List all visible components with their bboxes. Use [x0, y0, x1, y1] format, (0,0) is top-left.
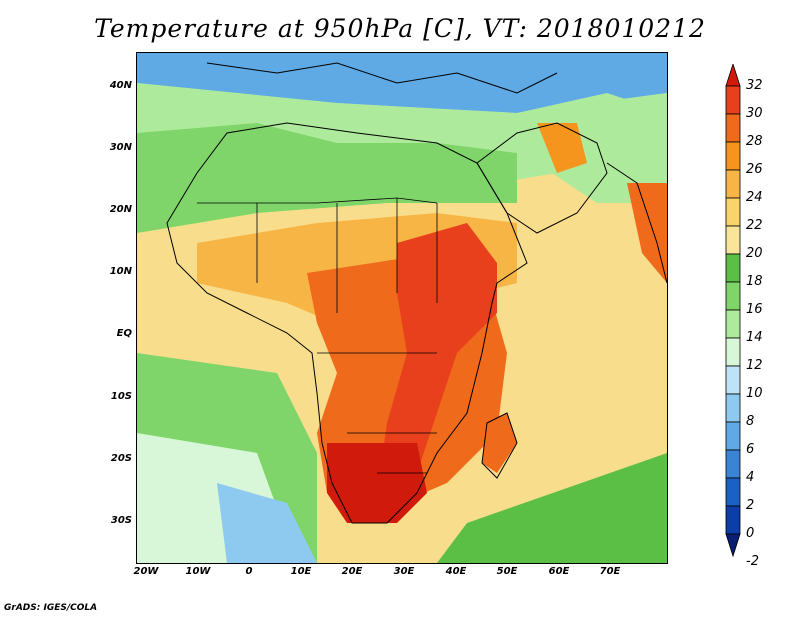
lat-label-10s: 10S — [110, 391, 132, 402]
lon-label-70e: 70E — [599, 566, 621, 577]
madagascar-coastline — [481, 412, 518, 479]
colorbar-segment — [725, 225, 741, 255]
colorbar-bottom-triangle — [725, 533, 741, 558]
colorbar-segment — [725, 365, 741, 395]
colorbar-label: 26 — [746, 162, 763, 177]
africa-coastline — [166, 122, 528, 524]
lat-label-10n: 10N — [109, 266, 132, 277]
lon-label-0: 0 — [245, 566, 253, 577]
europe-coastline — [206, 62, 558, 94]
colorbar-segment — [725, 505, 741, 535]
lat-label-30s: 30S — [110, 515, 132, 526]
lon-label-10w: 10W — [185, 566, 211, 577]
colorbar-segment — [725, 197, 741, 227]
lat-label-30n: 30N — [109, 142, 132, 153]
lon-label-30e: 30E — [393, 566, 415, 577]
colorbar-segment — [725, 253, 741, 283]
colorbar-segment — [725, 169, 741, 199]
temperature-field — [137, 53, 667, 563]
colorbar-label: 2 — [746, 498, 755, 513]
southern-africa-hottest-zone — [327, 443, 427, 523]
colorbar-segment — [725, 309, 741, 339]
arabia-coastline — [476, 122, 608, 234]
lon-label-40e: 40E — [445, 566, 467, 577]
colorbar-segment — [725, 393, 741, 423]
colorbar-segment — [725, 141, 741, 171]
india-warm-zone — [627, 183, 667, 283]
colorbar-label: 30 — [746, 106, 763, 121]
mediterranean-cold-band — [137, 53, 667, 113]
colorbar-label: 32 — [746, 78, 763, 93]
colorbar-label: 22 — [746, 218, 763, 233]
colorbar-segment — [725, 421, 741, 451]
colorbar-label: 10 — [746, 386, 763, 401]
map-title: Temperature at 950hPa [C], VT: 201801021… — [94, 14, 706, 43]
lon-label-50e: 50E — [496, 566, 518, 577]
colorbar-label: 4 — [746, 470, 755, 485]
colorbar — [725, 64, 741, 558]
arabia-middle-east-zone — [517, 93, 667, 203]
country-borders — [197, 197, 438, 474]
east-africa-hot-zone — [377, 223, 497, 493]
lat-label-20n: 20N — [109, 204, 132, 215]
south-atlantic-cold-band — [217, 483, 317, 563]
colorbar-segment — [725, 281, 741, 311]
colorbar-label: 16 — [746, 302, 763, 317]
colorbar-label: -2 — [746, 554, 759, 569]
colorbar-label: 18 — [746, 274, 763, 289]
colorbar-label: 12 — [746, 358, 763, 373]
lat-label-eq: EQ — [116, 328, 132, 339]
colorbar-segment — [725, 85, 741, 115]
lat-label-20s: 20S — [110, 453, 132, 464]
persian-gulf-warm-zone — [537, 123, 587, 173]
colorbar-segment — [725, 449, 741, 479]
lat-label-40n: 40N — [109, 80, 132, 91]
colorbar-segment — [725, 337, 741, 367]
colorbar-label: 20 — [746, 246, 763, 261]
madagascar-hot-zone — [482, 413, 517, 473]
lon-label-10e: 10E — [290, 566, 312, 577]
colorbar-label: 24 — [746, 190, 763, 205]
colorbar-top-triangle — [725, 64, 741, 87]
colorbar-label: 6 — [746, 442, 755, 457]
grads-credit: GrADS: IGES/COLA — [4, 603, 98, 613]
colorbar-label: 14 — [746, 330, 763, 345]
colorbar-segments — [725, 64, 741, 558]
lon-label-20e: 20E — [341, 566, 363, 577]
temperature-map — [136, 52, 668, 564]
lon-label-20w: 20W — [133, 566, 159, 577]
colorbar-label: 28 — [746, 134, 763, 149]
lon-label-60e: 60E — [548, 566, 570, 577]
north-africa-band — [137, 123, 517, 233]
colorbar-segment — [725, 113, 741, 143]
india-coastline — [606, 162, 667, 284]
colorbar-label: 8 — [746, 414, 755, 429]
colorbar-segment — [725, 477, 741, 507]
colorbar-label: 0 — [746, 526, 755, 541]
south-indian-band — [437, 453, 667, 563]
